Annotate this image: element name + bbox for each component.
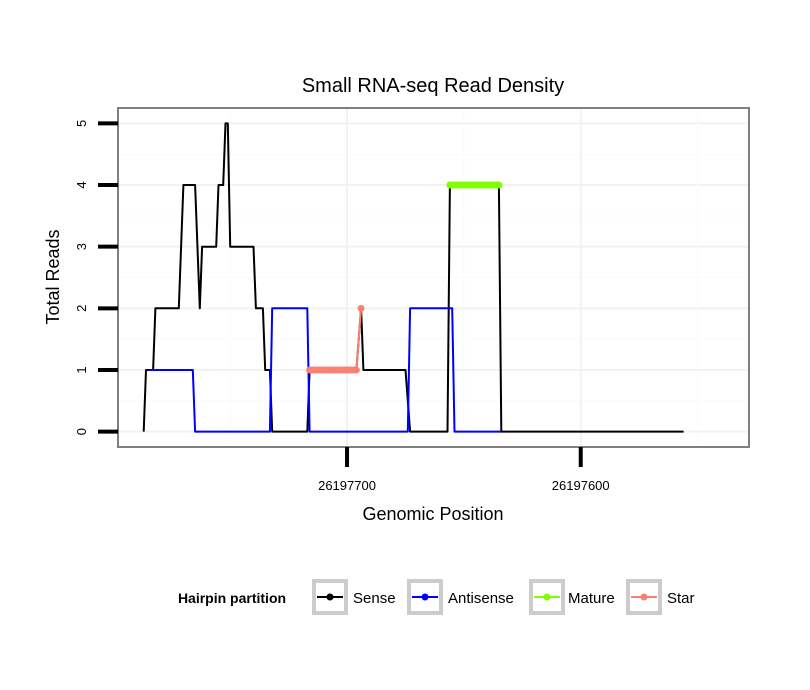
legend-label-antisense: Antisense (448, 590, 514, 607)
y-tick-label: 0 (74, 428, 89, 435)
y-axis-label: Total Reads (43, 229, 63, 324)
chart-title: Small RNA-seq Read Density (302, 75, 564, 97)
legend-marker-star (640, 593, 648, 601)
legend: Hairpin partition Sense Antisense Mature St… (178, 579, 695, 615)
legend-item-sense: Sense (312, 579, 396, 615)
plot-border (117, 107, 750, 448)
legend-title: Hairpin partition (178, 590, 286, 606)
legend-marker-sense (326, 593, 334, 601)
y-axis: 0 1 2 3 4 5 (74, 120, 118, 435)
x-tick-label: 26197600 (552, 478, 610, 493)
data-point-star (352, 366, 360, 374)
legend-label-sense: Sense (353, 590, 396, 607)
data-point-star (357, 304, 365, 312)
y-tick-label: 4 (74, 181, 89, 188)
legend-marker-mature (543, 593, 551, 601)
y-tick-label: 5 (74, 120, 89, 127)
x-axis: 26197700 26197600 (318, 447, 610, 493)
legend-item-antisense: Antisense (407, 579, 514, 615)
legend-label-star: Star (667, 590, 695, 607)
x-axis-label: Genomic Position (362, 504, 503, 524)
legend-item-mature: Mature (529, 579, 615, 615)
legend-item-star: Star (626, 579, 695, 615)
series-layer (142, 122, 684, 433)
legend-marker-antisense (421, 593, 429, 601)
y-tick-label: 2 (74, 305, 89, 312)
y-tick-label: 1 (74, 366, 89, 373)
data-point-mature (495, 181, 503, 189)
grid (118, 108, 749, 447)
legend-label-mature: Mature (568, 590, 615, 607)
y-tick-label: 3 (74, 243, 89, 250)
x-tick-label: 26197700 (318, 478, 376, 493)
